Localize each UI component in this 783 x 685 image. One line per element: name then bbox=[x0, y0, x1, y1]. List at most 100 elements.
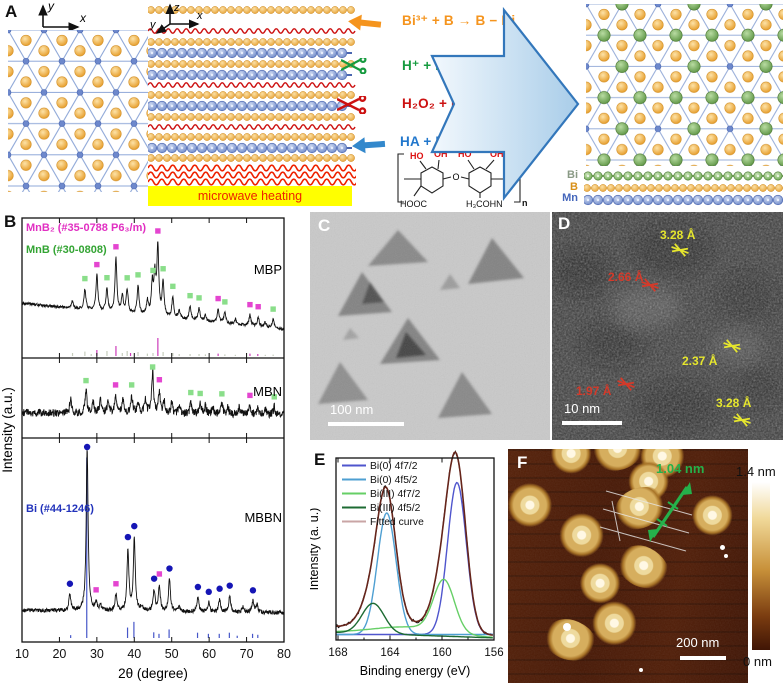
lattice-spacing-328-top: 3.28 Å bbox=[660, 228, 696, 242]
axis-x-label: x bbox=[196, 10, 203, 22]
legend-mn-label: Mn bbox=[562, 192, 578, 204]
legend-bi-label: Bi bbox=[567, 169, 578, 181]
xrd-trace-mbn bbox=[21, 368, 285, 420]
marker-bi-dot bbox=[66, 580, 74, 587]
marker-mnb-square bbox=[219, 391, 225, 397]
lattice-direction-marker bbox=[617, 377, 635, 391]
lattice-direction-marker bbox=[723, 339, 741, 353]
axis-y-label: y bbox=[47, 0, 55, 13]
panel-c-label: C bbox=[318, 216, 331, 235]
molecule-oh2: OH bbox=[490, 149, 504, 159]
marker-mnb-square bbox=[187, 292, 193, 299]
process-arrow bbox=[430, 6, 580, 202]
afm-colorbar bbox=[752, 482, 770, 650]
molecule-hooc: HOOC bbox=[400, 199, 428, 209]
sample-label-mbn: MBN bbox=[253, 384, 282, 399]
microwave-banner bbox=[148, 186, 352, 206]
marker-bi-dot bbox=[150, 575, 158, 582]
wavy-red-line bbox=[148, 82, 356, 88]
svg-text:60: 60 bbox=[202, 647, 216, 661]
xps-legend-bi3-4f52: Bi(III) 4f5/2 bbox=[370, 503, 421, 514]
axes-mid: z x y bbox=[149, 2, 203, 34]
xps-legend-bi0-4f52: Bi(0) 4f5/2 bbox=[370, 475, 418, 486]
xps-component-bi3_45 bbox=[336, 602, 493, 639]
marker-mnb-square bbox=[128, 382, 135, 388]
xrd-chart: MnB₂ (#35-0788 P6₃/m) MnB (#30-0808) Bi … bbox=[0, 217, 291, 681]
molecule-oh1: OH bbox=[434, 149, 448, 159]
tem-image: C 100 nm bbox=[310, 212, 550, 440]
scale-bar-f bbox=[680, 656, 726, 660]
panel-b-label: B bbox=[4, 212, 17, 231]
xps-legend-fitted: Fitted curve bbox=[370, 517, 424, 528]
xps-fitted-curve bbox=[336, 451, 493, 636]
scale-bar-label-f: 200 nm bbox=[676, 635, 720, 650]
svg-text:164: 164 bbox=[380, 647, 400, 659]
wavy-red-line bbox=[148, 124, 356, 130]
scale-bar-d bbox=[562, 421, 622, 425]
axes-left: y x bbox=[38, 0, 87, 30]
arrow-left-orange-icon bbox=[348, 14, 382, 31]
afm-panel: F 1.04 nm 200 nm 1.4 nm 0 nm bbox=[505, 442, 783, 685]
svg-text:80: 80 bbox=[277, 647, 291, 661]
xrd-trace-mbp bbox=[21, 241, 285, 331]
axis-x-label: x bbox=[79, 11, 87, 25]
scale-bar-c bbox=[328, 422, 404, 426]
svg-text:40: 40 bbox=[127, 647, 141, 661]
marker-mnb2-square bbox=[155, 228, 161, 234]
molecule-o-bridge: O bbox=[452, 172, 459, 182]
xrd-xaxis-title: 2θ (degree) bbox=[118, 666, 188, 681]
sample-label-mbp: MBP bbox=[254, 262, 282, 277]
panel-d-label: D bbox=[558, 214, 571, 233]
marker-mnb2-square bbox=[156, 377, 163, 383]
wavy-red-line bbox=[148, 164, 356, 172]
xrd-legend-mnb2: MnB₂ (#35-0788 P6₃/m) bbox=[26, 222, 146, 234]
wavy-red-line bbox=[148, 178, 356, 186]
height-measurement-annotation bbox=[599, 482, 693, 552]
marker-mnb-square bbox=[83, 377, 89, 384]
marker-mnb-square bbox=[124, 275, 130, 281]
marker-bi-dot bbox=[131, 522, 138, 530]
lattice-spacing-328-bottom: 3.28 Å bbox=[716, 396, 752, 410]
colorbar-min-label: 0 nm bbox=[743, 654, 772, 669]
axis-z-label: z bbox=[173, 2, 180, 14]
marker-mnb-square bbox=[150, 267, 156, 274]
xrd-legend-bi: Bi (#44-1246) bbox=[26, 503, 94, 515]
lattice-direction-marker bbox=[733, 413, 751, 427]
xps-legend-bi3-4f72: Bi(III) 4f7/2 bbox=[370, 489, 421, 500]
marker-bi-dot bbox=[216, 585, 223, 592]
xrd-xtick-labels: 10 20 30 40 50 60 70 80 bbox=[15, 647, 291, 661]
svg-text:10: 10 bbox=[15, 647, 29, 661]
axis-y-label: y bbox=[149, 19, 157, 31]
lattice-spacing-197: 1.97 Å bbox=[576, 384, 612, 398]
marker-mnb-square bbox=[104, 274, 110, 281]
svg-text:20: 20 bbox=[52, 647, 66, 661]
marker-mnb-square bbox=[160, 266, 166, 272]
marker-mnb2-square bbox=[255, 304, 261, 310]
scale-bar-label-d: 10 nm bbox=[564, 401, 601, 416]
colorbar-max-label: 1.4 nm bbox=[736, 464, 776, 479]
height-value-label: 1.04 nm bbox=[656, 461, 705, 476]
xps-component-bi3_47 bbox=[336, 578, 493, 638]
marker-mnb2-square bbox=[215, 295, 221, 302]
sample-label-mbbn: MBBN bbox=[244, 510, 282, 525]
panel-f-label: F bbox=[517, 453, 528, 472]
mnb2-lattice-topview bbox=[8, 30, 148, 192]
molecule-ho2: HO bbox=[458, 149, 472, 159]
mbbn-sideview-chains bbox=[584, 171, 783, 206]
molecule-ho1: HO bbox=[410, 151, 424, 161]
lattice-spacing-266: 2.66 Å bbox=[608, 270, 644, 284]
scale-bar-label-c: 100 nm bbox=[330, 402, 374, 417]
marker-bi-dot bbox=[166, 565, 173, 572]
svg-text:30: 30 bbox=[90, 647, 104, 661]
marker-mnb-square bbox=[188, 389, 194, 396]
marker-mnb-square bbox=[135, 272, 141, 278]
marker-mnb2-square bbox=[94, 261, 100, 268]
marker-mnb-square bbox=[270, 306, 276, 312]
xps-chart: Bi(0) 4f7/2 Bi(0) 4f5/2 Bi(III) 4f7/2 Bi… bbox=[310, 449, 504, 678]
xps-xtick-labels: 168 164 160 156 bbox=[328, 647, 503, 659]
xrd-trace-mbbn bbox=[21, 450, 285, 616]
hrtem-image: D 3.28 Å 2.66 Å 2.37 Å 1.97 Å 3.28 Å 10 … bbox=[552, 212, 783, 440]
marker-mnb2-square bbox=[93, 587, 99, 593]
marker-mnb-square bbox=[170, 283, 176, 290]
